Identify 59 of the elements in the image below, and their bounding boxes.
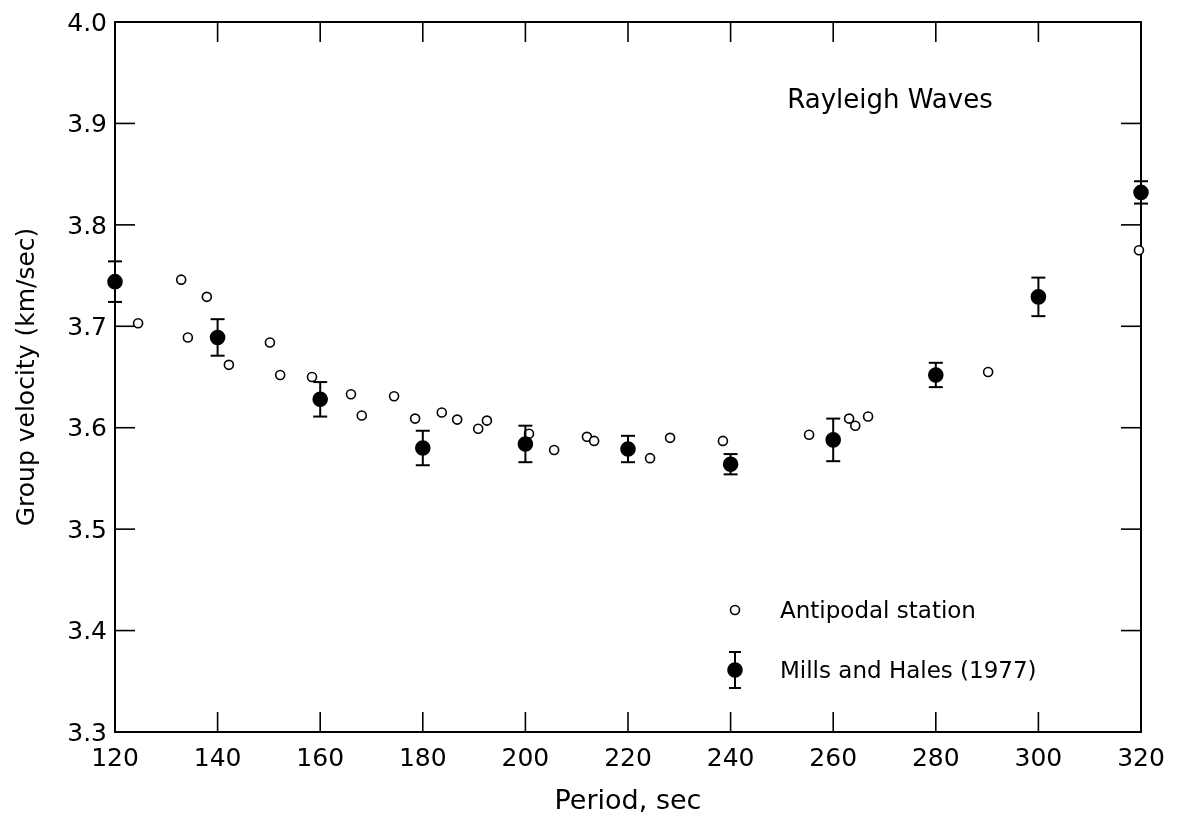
legend-label: Mills and Hales (1977) — [780, 657, 1037, 684]
point — [345, 388, 357, 400]
point — [1133, 184, 1149, 201]
y-tick-label: 3.6 — [67, 413, 107, 443]
point — [312, 391, 328, 408]
point — [825, 432, 841, 448]
point — [1133, 244, 1145, 256]
x-tick-label: 220 — [604, 743, 652, 772]
point — [982, 366, 994, 378]
point — [388, 390, 400, 402]
point — [862, 411, 874, 422]
point — [201, 291, 213, 303]
x-tick-label: 280 — [911, 743, 960, 772]
point — [548, 444, 560, 456]
legend-label: Antipodal station — [780, 597, 976, 624]
point — [415, 440, 431, 456]
x-tick-label: 260 — [809, 743, 858, 772]
point — [1030, 289, 1047, 305]
point — [409, 413, 421, 424]
x-tick-label: 240 — [706, 743, 755, 772]
y-tick-label: 3.9 — [67, 109, 107, 139]
point — [182, 332, 194, 343]
x-tick-label: 300 — [1014, 743, 1063, 772]
point — [620, 441, 636, 457]
point — [132, 317, 144, 329]
point — [356, 410, 368, 421]
y-axis-title: Group velocity (km/sec) — [11, 227, 40, 527]
point — [664, 432, 676, 444]
x-axis-title: Period, sec — [554, 784, 702, 815]
x-tick-label: 320 — [1117, 743, 1165, 772]
x-tick-label: 180 — [398, 743, 447, 772]
point — [223, 359, 235, 371]
point — [849, 420, 861, 431]
y-tick-label: 3.4 — [67, 616, 107, 646]
point — [843, 413, 855, 424]
point — [803, 429, 815, 441]
point — [436, 407, 448, 418]
point — [306, 371, 318, 383]
point — [644, 452, 656, 464]
y-tick-label: 4.0 — [67, 7, 107, 37]
y-tick-label: 3.7 — [67, 312, 107, 342]
point — [264, 337, 276, 348]
x-tick-label: 160 — [296, 743, 345, 772]
point — [588, 435, 600, 447]
point — [274, 369, 286, 381]
point — [472, 423, 484, 435]
point — [209, 329, 226, 346]
point — [481, 415, 493, 426]
y-tick-label: 3.8 — [67, 210, 107, 240]
point — [517, 436, 534, 452]
point — [451, 414, 463, 425]
point — [175, 274, 187, 285]
x-tick-label: 140 — [193, 743, 242, 772]
x-tick-label: 200 — [501, 743, 550, 772]
point — [928, 367, 944, 383]
point — [717, 435, 729, 447]
point — [107, 273, 123, 290]
y-tick-label: 3.5 — [67, 514, 107, 544]
text: Rayleigh Waves — [787, 84, 993, 114]
